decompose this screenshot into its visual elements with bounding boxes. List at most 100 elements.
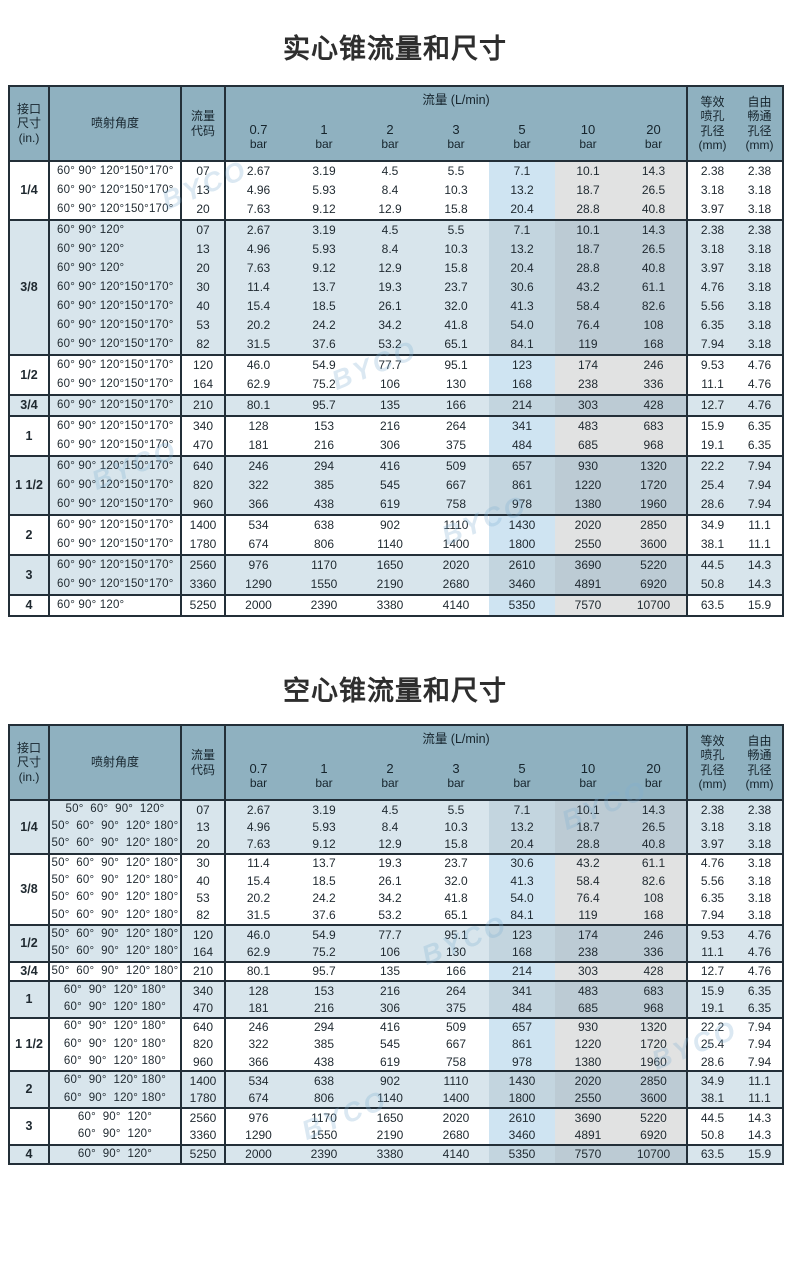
flow-value-cell: 119 xyxy=(555,335,621,355)
port-size-cell: 1/2 xyxy=(9,354,50,395)
flow-code-cell: 82 xyxy=(181,335,226,355)
flow-value-cell: 1220 xyxy=(555,476,621,495)
header-flow-lmin: 流量 (L/min) xyxy=(225,86,688,113)
port-size-cell: 1/4 xyxy=(9,800,50,854)
flow-value-cell: 930 xyxy=(555,1016,621,1036)
spray-angle-cell: 60° 90° 120° xyxy=(49,240,182,259)
flow-value-cell: 26.5 xyxy=(621,240,688,259)
header-free-passage: 自由 畅通 孔径 (mm) xyxy=(737,86,784,162)
flow-code-cell: 340 xyxy=(181,415,226,436)
flow-value-cell: 2020 xyxy=(555,1070,621,1090)
equiv-orifice-cell: 19.1 xyxy=(686,436,738,456)
flow-value-cell: 483 xyxy=(555,979,621,1000)
table-row: 3 60° 90° 120°150°170° 2560 976 1170 1650 2020… xyxy=(9,554,784,595)
flow-value-cell: 41.3 xyxy=(489,297,555,316)
flow-value-cell: 130 xyxy=(423,375,489,395)
flow-code-cell: 640 xyxy=(181,455,226,476)
flow-value-cell: 1380 xyxy=(555,1053,621,1072)
flow-value-cell: 41.8 xyxy=(423,316,489,335)
flow-value-cell: 3690 xyxy=(555,1107,621,1127)
free-passage-cell: 3.18 xyxy=(737,872,784,890)
flow-value-cell: 1720 xyxy=(621,476,688,495)
table-row: 3 60° 90° 120° 2560 976 1170 1650 2020 2610 3690… xyxy=(9,1107,784,1145)
table-row: 60° 90° 120° 20 7.63 9.12 12.9 15.8 20.4 28.8 40… xyxy=(9,259,784,278)
flow-value-cell: 181 xyxy=(225,436,291,456)
spray-angle-cell: 50° 60° 90° 120° 180° xyxy=(49,835,182,854)
flow-code-cell: 470 xyxy=(181,436,226,456)
flow-value-cell: 18.7 xyxy=(555,240,621,259)
pressure-col-header: 1 bar xyxy=(291,752,357,801)
flow-value-cell: 1800 xyxy=(489,1089,555,1109)
flow-code-cell: 960 xyxy=(181,1053,226,1072)
flow-value-cell: 61.1 xyxy=(621,852,688,873)
header-equiv-orifice: 等效 喷孔 孔径 (mm) xyxy=(686,86,738,162)
flow-code-cell: 07 xyxy=(181,161,226,181)
table-row: 2 60° 90° 120° 180° 1400 534 638 902 1110 1430 2… xyxy=(9,1070,784,1109)
equiv-orifice-cell: 6.35 xyxy=(686,316,738,335)
flow-value-cell: 509 xyxy=(423,455,489,476)
free-passage-cell: 11.1 xyxy=(737,535,784,555)
flow-value-cell: 14.3 xyxy=(621,800,688,819)
flow-value-cell: 10700 xyxy=(621,1143,688,1164)
spray-angle-cell: 60° 90° 120°150°170° xyxy=(49,455,182,476)
flow-code-cell: 20 xyxy=(181,200,226,220)
flow-value-cell: 12.9 xyxy=(357,835,423,854)
flow-value-cell: 15.4 xyxy=(225,872,291,890)
flow-value-cell: 3460 xyxy=(489,575,555,595)
flow-value-cell: 758 xyxy=(423,495,489,515)
port-size-cell: 3/4 xyxy=(9,394,50,416)
flow-value-cell: 168 xyxy=(621,906,688,926)
equiv-orifice-cell: 2.38 xyxy=(686,161,738,181)
flow-value-cell: 902 xyxy=(357,514,423,535)
port-size-cell: 1 1/2 xyxy=(9,455,50,515)
equiv-orifice-cell: 63.5 xyxy=(686,1143,738,1164)
table-row: 60° 90° 120°150°170° 30 11.4 13.7 19.3 23.7 30… xyxy=(9,278,784,297)
flow-value-cell: 15.4 xyxy=(225,297,291,316)
flow-value-cell: 26.5 xyxy=(621,818,688,836)
table-row: 60° 90° 120° 180° 820 322 385 545 667 861 1220 1… xyxy=(9,1035,784,1054)
flow-value-cell: 13.2 xyxy=(489,818,555,836)
flow-value-cell: 76.4 xyxy=(555,316,621,335)
spray-angle-cell: 50° 60° 90° 120° 180° xyxy=(49,943,182,962)
flow-value-cell: 166 xyxy=(423,960,489,981)
flow-value-cell: 84.1 xyxy=(489,335,555,355)
flow-value-cell: 75.2 xyxy=(291,375,357,395)
pressure-col-header: 20 bar xyxy=(621,752,688,801)
flow-code-cell: 2560 xyxy=(181,1107,226,1127)
table-row: 60° 90° 120°150°170° 960 366 438 619 758 978 13… xyxy=(9,495,784,515)
free-passage-cell: 14.3 xyxy=(737,575,784,595)
flow-value-cell: 303 xyxy=(555,960,621,981)
table-row: 4 60° 90° 120° 5250 2000 2390 3380 4140 5350 757… xyxy=(9,594,784,616)
flow-value-cell: 2.67 xyxy=(225,161,291,181)
spray-angle-cell: 60° 90° 120° xyxy=(49,594,182,616)
flow-value-cell: 534 xyxy=(225,514,291,535)
flow-value-cell: 4.5 xyxy=(357,800,423,819)
flow-value-cell: 4.5 xyxy=(357,161,423,181)
flow-value-cell: 168 xyxy=(489,943,555,962)
spray-angle-cell: 60° 90° 120° xyxy=(49,1143,182,1164)
header-port-size: 接口 尺寸 (in.) xyxy=(9,86,50,162)
flow-value-cell: 26.5 xyxy=(621,181,688,200)
flow-value-cell: 4.96 xyxy=(225,181,291,200)
spray-angle-cell: 60° 90° 120°150°170° xyxy=(49,495,182,515)
flow-value-cell: 341 xyxy=(489,415,555,436)
flow-value-cell: 20.4 xyxy=(489,259,555,278)
equiv-orifice-cell: 15.9 xyxy=(686,415,738,436)
spray-angle-cell: 60° 90° 120°150°170° xyxy=(49,394,182,416)
flow-value-cell: 19.3 xyxy=(357,852,423,873)
flow-value-cell: 23.7 xyxy=(423,278,489,297)
free-passage-cell: 3.18 xyxy=(737,335,784,355)
pressure-col-header: 10 bar xyxy=(555,752,621,801)
flow-code-cell: 210 xyxy=(181,394,226,416)
flow-value-cell: 174 xyxy=(555,354,621,375)
flow-value-cell: 7.63 xyxy=(225,835,291,854)
spray-angle-cell: 50° 60° 90° 120° 180° xyxy=(49,872,182,890)
flow-value-cell: 10.1 xyxy=(555,800,621,819)
flow-value-cell: 366 xyxy=(225,1053,291,1072)
table-row: 3/8 50° 60° 90° 120° 180° 30 11.4 13.7 19.3 23… xyxy=(9,852,784,926)
equiv-orifice-cell: 44.5 xyxy=(686,554,738,575)
flow-value-cell: 366 xyxy=(225,495,291,515)
flow-value-cell: 968 xyxy=(621,999,688,1018)
free-passage-cell: 4.76 xyxy=(737,943,784,962)
flow-value-cell: 428 xyxy=(621,960,688,981)
